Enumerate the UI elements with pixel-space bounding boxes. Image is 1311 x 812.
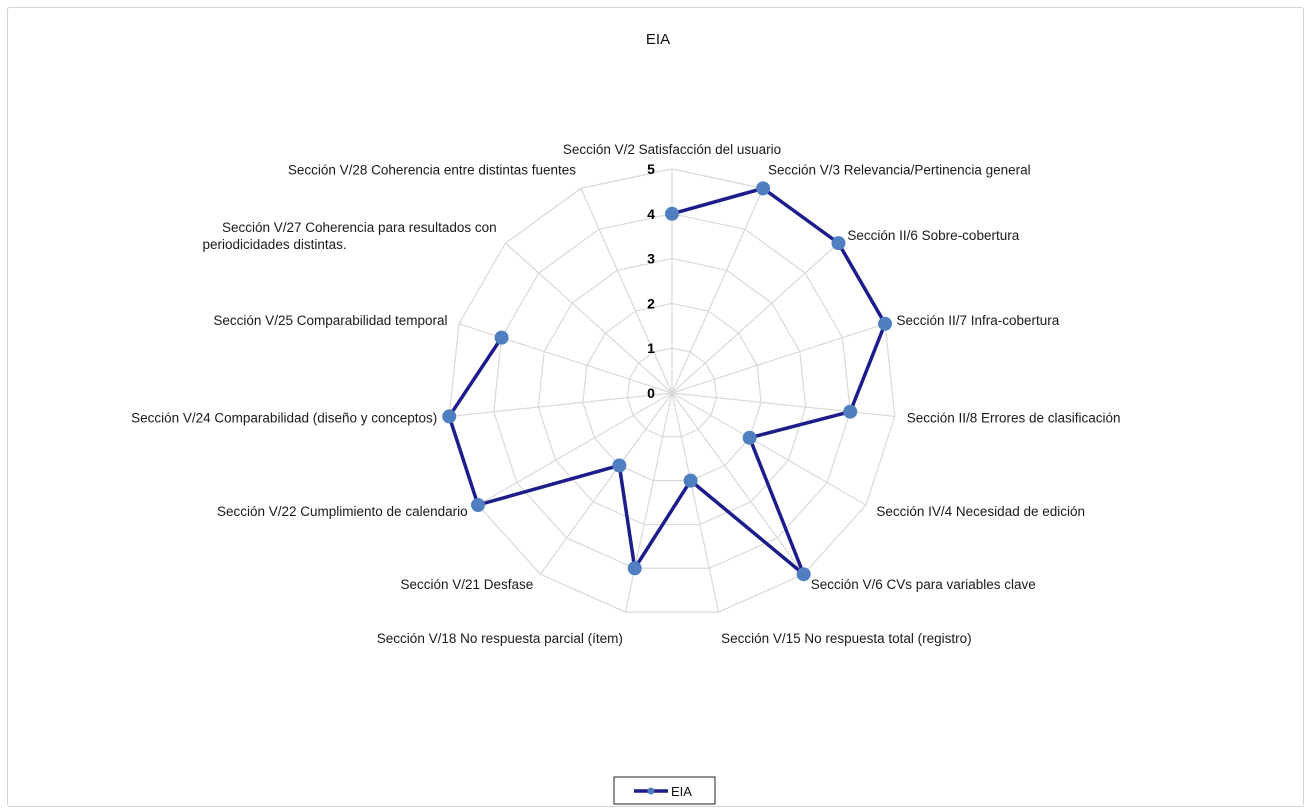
grid-spoke-5 — [671, 392, 867, 506]
category-label-10: Sección V/22 Cumplimiento de calendario — [217, 504, 468, 519]
data-point-11 — [442, 409, 457, 424]
data-point-1 — [756, 181, 771, 196]
category-label-9: Sección V/21 Desfase — [400, 577, 533, 592]
data-point-2 — [831, 236, 846, 251]
category-label-6: Sección V/6 CVs para variables clave — [811, 577, 1036, 592]
category-label-14: Sección V/28 Coherencia entre distintas … — [288, 162, 576, 177]
chart-title: EIA — [646, 31, 670, 48]
chart-frame — [7, 7, 1304, 807]
grid-spoke-7 — [671, 392, 720, 613]
category-label-5: Sección IV/4 Necesidad de edición — [876, 504, 1085, 519]
category-label-7: Sección V/15 No respuesta total (registr… — [721, 631, 972, 646]
grid-spoke-1 — [671, 188, 764, 394]
grid-spoke-8 — [624, 392, 673, 613]
grid-spoke-9 — [539, 392, 673, 575]
tick-label-0: 0 — [647, 385, 655, 401]
radar-grid — [448, 168, 896, 613]
grid-ring-4 — [493, 213, 851, 569]
grid-spoke-13 — [505, 242, 673, 394]
data-point-8 — [627, 561, 642, 576]
category-label-0: Sección V/2 Satisfacción del usuario — [563, 142, 781, 157]
tick-label-5: 5 — [647, 161, 655, 177]
legend-label: EIA — [671, 784, 692, 799]
data-point-0 — [665, 206, 679, 221]
category-label-1: Sección V/3 Relevancia/Pertinencia gener… — [768, 162, 1031, 177]
grid-ring-2 — [582, 302, 762, 482]
data-point-10 — [471, 498, 486, 512]
tick-label-2: 2 — [647, 295, 655, 311]
grid-spoke-4 — [671, 392, 895, 418]
category-label-11: Sección V/24 Comparabilidad (diseño y co… — [131, 411, 437, 426]
tick-label-1: 1 — [647, 340, 655, 356]
tick-label-3: 3 — [647, 251, 655, 267]
grid-spoke-10 — [477, 392, 673, 506]
data-point-4 — [843, 404, 858, 419]
data-point-5 — [742, 430, 757, 445]
grid-spoke-11 — [449, 392, 673, 418]
category-label-3: Sección II/7 Infra-cobertura — [896, 313, 1059, 328]
data-point-6 — [796, 567, 811, 582]
category-labels: Sección V/2 Satisfacción del usuario Secc… — [131, 142, 1120, 646]
category-label-13: Sección V/27 Coherencia para resultados … — [203, 220, 497, 252]
radial-tick-labels: 0 1 2 3 4 5 — [647, 161, 655, 401]
category-label-2: Sección II/6 Sobre-cobertura — [847, 228, 1019, 243]
series-layer — [442, 181, 893, 582]
data-point-9 — [612, 458, 627, 473]
grid-spoke-2 — [671, 242, 839, 394]
grid-ring-3 — [537, 257, 807, 526]
data-point-12 — [494, 330, 509, 345]
tick-label-4: 4 — [647, 206, 655, 222]
legend-marker-swatch — [647, 787, 655, 795]
category-label-12: Sección V/25 Comparabilidad temporal — [213, 313, 447, 328]
grid-spoke-3 — [671, 323, 886, 394]
category-label-8: Sección V/18 No respuesta parcial (ítem) — [377, 631, 623, 646]
grid-spoke-14 — [580, 188, 673, 394]
grid-ring-1 — [626, 347, 718, 438]
grid-spoke-12 — [458, 323, 673, 394]
category-label-4: Sección II/8 Errores de clasificación — [907, 411, 1121, 426]
grid-spoke-6 — [671, 392, 805, 575]
legend: EIA — [613, 776, 716, 805]
data-point-3 — [878, 316, 893, 331]
data-point-7 — [683, 473, 698, 488]
